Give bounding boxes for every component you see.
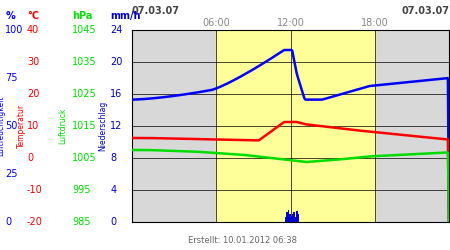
Bar [296,211,297,222]
Text: hPa: hPa [72,11,92,21]
Text: 4: 4 [110,185,117,195]
Bar [287,214,288,222]
Bar [291,216,293,222]
Text: Luftfeuchtigkeit: Luftfeuchtigkeit [0,96,5,156]
Text: 0: 0 [27,153,33,163]
Text: °C: °C [27,11,39,21]
Text: %: % [5,11,15,21]
Text: 12: 12 [110,121,122,131]
Bar [288,210,289,222]
Text: 50: 50 [5,121,18,131]
Bar [297,216,298,222]
Text: 25: 25 [5,169,18,179]
Text: 12:00: 12:00 [277,18,305,28]
Text: 20: 20 [110,57,122,67]
Text: Erstellt: 10.01.2012 06:38: Erstellt: 10.01.2012 06:38 [189,236,297,245]
Text: 06:00: 06:00 [202,18,230,28]
Text: -20: -20 [27,217,43,227]
Bar [292,214,293,222]
Bar [290,218,292,222]
Text: Temperatur: Temperatur [17,104,26,148]
Text: 07.03.07: 07.03.07 [401,6,449,16]
Bar [289,214,290,222]
Text: 100: 100 [5,25,24,35]
Bar [216,30,374,222]
Bar [295,218,296,222]
Text: 995: 995 [72,185,90,195]
Bar [293,212,295,222]
Bar [285,218,286,222]
Text: 0: 0 [5,217,12,227]
Text: 75: 75 [5,73,18,83]
Text: 30: 30 [27,57,39,67]
Text: 1005: 1005 [72,153,97,163]
Text: 8: 8 [110,153,117,163]
Text: 0: 0 [110,217,117,227]
Text: Luftdruck: Luftdruck [58,108,68,144]
Bar [290,214,291,222]
Text: 20: 20 [27,89,40,99]
Text: 1025: 1025 [72,89,97,99]
Bar [292,212,294,222]
Text: 10: 10 [27,121,39,131]
Bar [296,216,297,222]
Text: 24: 24 [110,25,122,35]
Text: 985: 985 [72,217,90,227]
Text: 18:00: 18:00 [360,18,388,28]
Text: 16: 16 [110,89,122,99]
Text: Niederschlag: Niederschlag [98,101,107,151]
Bar [298,214,299,222]
Text: 1035: 1035 [72,57,97,67]
Text: 07.03.07: 07.03.07 [132,6,180,16]
Text: -10: -10 [27,185,43,195]
Text: 1015: 1015 [72,121,97,131]
Text: 40: 40 [27,25,39,35]
Bar [286,212,287,222]
Text: 1045: 1045 [72,25,97,35]
Bar [294,215,295,222]
Text: mm/h: mm/h [110,11,141,21]
